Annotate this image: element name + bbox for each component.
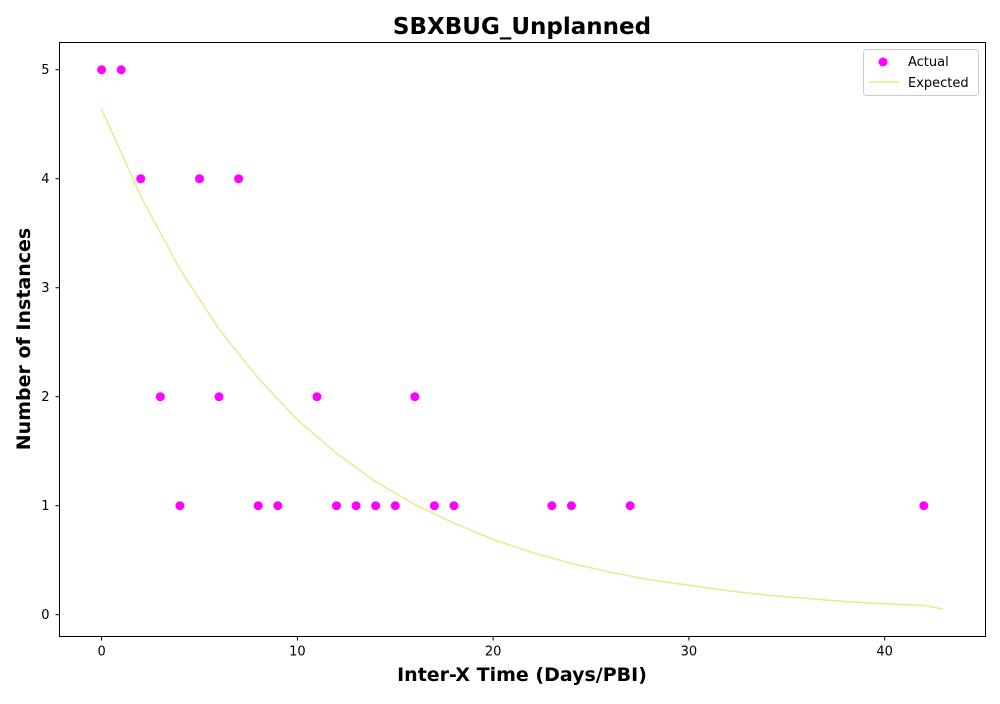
actual-point: [175, 501, 185, 511]
x-tick-label: 20: [485, 645, 502, 660]
actual-point: [234, 174, 244, 184]
actual-point: [566, 501, 576, 511]
y-axis-label: Number of Instances: [13, 228, 35, 450]
actual-point: [919, 501, 929, 511]
actual-point: [214, 392, 224, 402]
legend-actual-label: Actual: [908, 55, 949, 70]
chart-title: SBXBUG_Unplanned: [393, 14, 651, 40]
actual-point: [273, 501, 283, 511]
y-tick-label: 5: [41, 63, 49, 78]
legend-actual-marker: [878, 57, 888, 67]
x-axis-ticks: 0 10 20 30 40: [97, 636, 893, 660]
actual-point: [253, 501, 263, 511]
plot-area: [97, 65, 944, 610]
y-tick-label: 3: [41, 281, 49, 296]
actual-point: [351, 501, 361, 511]
actual-point: [390, 501, 400, 511]
actual-point: [449, 501, 459, 511]
actual-point: [116, 65, 126, 75]
x-axis-label: Inter-X Time (Days/PBI): [397, 664, 647, 686]
x-tick-label: 10: [289, 645, 306, 660]
y-tick-label: 4: [41, 172, 49, 187]
y-tick-label: 0: [41, 608, 49, 623]
actual-point: [97, 65, 107, 75]
actual-point: [312, 392, 322, 402]
y-tick-label: 1: [41, 499, 49, 514]
actual-point: [429, 501, 439, 511]
x-tick-label: 0: [97, 645, 105, 660]
actual-point: [371, 501, 381, 511]
legend-expected-label: Expected: [908, 76, 969, 91]
actual-point: [547, 501, 557, 511]
actual-point: [625, 501, 635, 511]
x-tick-label: 30: [681, 645, 698, 660]
y-tick-label: 2: [41, 390, 49, 405]
actual-point: [136, 174, 146, 184]
actual-point: [332, 501, 342, 511]
expected-line: [100, 108, 944, 610]
legend: Actual Expected: [863, 49, 979, 96]
plot-frame: [59, 42, 986, 637]
y-axis-ticks: 0 1 2 3 4 5: [41, 63, 60, 623]
actual-point: [194, 174, 204, 184]
x-tick-label: 40: [876, 645, 893, 660]
actual-point: [155, 392, 165, 402]
actual-point: [410, 392, 420, 402]
legend-box: [863, 49, 979, 96]
